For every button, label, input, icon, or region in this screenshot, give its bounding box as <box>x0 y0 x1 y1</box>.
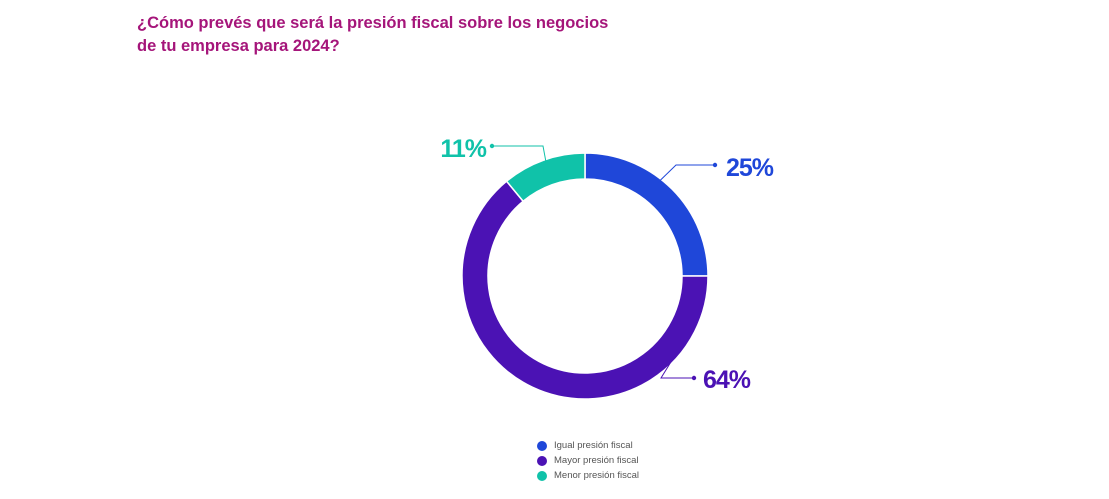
donut-slice-1 <box>584 152 709 277</box>
leader-lines <box>489 143 718 381</box>
legend-item-1: Igual presión fiscal <box>537 438 639 453</box>
data-label-3: 11% <box>440 135 486 163</box>
legend-item-3: Menor presión fiscal <box>537 468 639 483</box>
donut-slices <box>461 152 709 400</box>
leader-dot-1 <box>712 162 718 168</box>
legend-swatch <box>537 455 547 466</box>
legend-item-2: Mayor presión fiscal <box>537 453 639 468</box>
legend-label: Menor presión fiscal <box>554 470 640 481</box>
leader-dot-3 <box>489 143 495 149</box>
leader-line-2 <box>660 349 694 379</box>
data-labels: 25% 64% 11% <box>440 135 774 394</box>
leader-line-3 <box>492 145 547 164</box>
data-label-1: 25% <box>726 154 774 182</box>
leader-line-1 <box>657 164 715 183</box>
chart-title: ¿Cómo prevés que será la presión fiscal … <box>137 12 657 58</box>
donut-slice-2 <box>461 180 709 400</box>
legend-label: Igual presión fiscal <box>554 440 633 451</box>
chart-title-line-2: de tu empresa para 2024? <box>137 37 340 55</box>
data-label-2: 64% <box>703 366 751 394</box>
leader-dot-2 <box>691 375 697 381</box>
legend-swatch <box>537 440 547 451</box>
chart-title-line-1: ¿Cómo prevés que será la presión fiscal … <box>137 14 609 32</box>
donut-slice-3 <box>505 152 586 203</box>
chart-legend: Igual presión fiscal Mayor presión fiscal… <box>537 438 639 483</box>
legend-label: Mayor presión fiscal <box>554 455 639 466</box>
legend-swatch <box>537 470 547 481</box>
